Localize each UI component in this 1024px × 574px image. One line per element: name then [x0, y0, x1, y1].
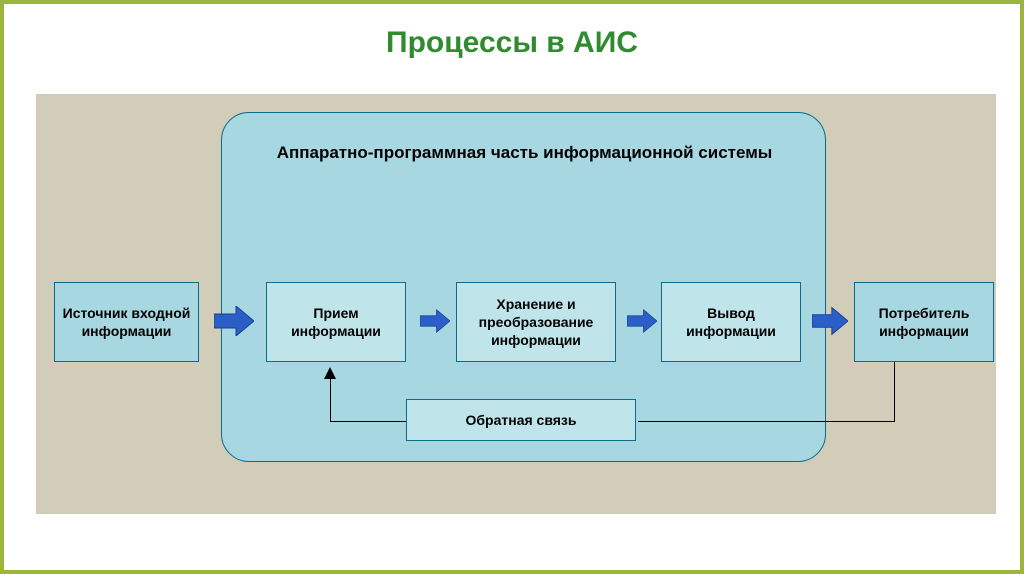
slide-frame: Процессы в АИС Аппаратно-программная час… [0, 0, 1024, 574]
feedback-segment [894, 362, 895, 422]
box-receive: Прием информации [266, 282, 406, 362]
flow-arrow-1 [214, 306, 254, 336]
feedback-segment [638, 421, 895, 422]
box-store: Хранение и преобразование информации [456, 282, 616, 362]
box-feedback: Обратная связь [406, 399, 636, 441]
panel-title: Аппаратно-программная часть информационн… [222, 141, 827, 165]
diagram-canvas: Аппаратно-программная часть информационн… [36, 94, 996, 514]
feedback-segment [330, 421, 406, 422]
box-consumer: Потребитель информации [854, 282, 994, 362]
flow-arrow-3 [627, 306, 657, 336]
box-output: Вывод информации [661, 282, 801, 362]
flow-arrow-4 [812, 306, 848, 336]
feedback-arrowhead [324, 366, 336, 384]
box-source: Источник входной информации [54, 282, 199, 362]
diagram-title: Процессы в АИС [4, 26, 1020, 60]
flow-arrow-2 [420, 306, 450, 336]
